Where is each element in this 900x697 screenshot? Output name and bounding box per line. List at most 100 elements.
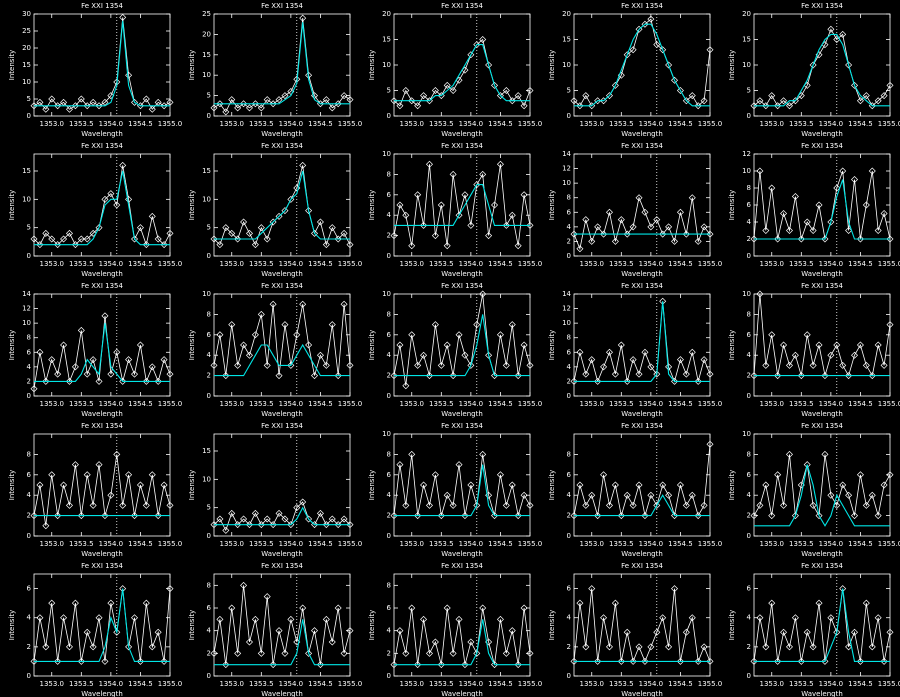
x-tick-label: 1353.5 <box>609 260 634 268</box>
y-tick-label: 0 <box>567 532 571 540</box>
data-point <box>467 481 475 489</box>
x-axis-label: Wavelength <box>801 270 843 278</box>
data-point <box>665 491 673 499</box>
panel-title: Fe XXI 1354 <box>261 2 303 10</box>
data-point <box>77 326 85 334</box>
y-axis-label: Intensity <box>8 330 16 360</box>
plot-frame <box>573 293 711 397</box>
x-tick-label: 1353.0 <box>579 400 604 408</box>
data-point <box>340 92 348 100</box>
data-point <box>862 361 870 369</box>
panel-title: Fe XXI 1354 <box>441 282 483 290</box>
fit-line <box>214 506 350 526</box>
data-point <box>479 36 487 43</box>
panel-title: Fe XXI 1354 <box>261 422 303 430</box>
data-point <box>815 599 823 607</box>
panel: Fe XXI 1354 Wavelength Intensity 1353.0 1353… <box>548 282 722 418</box>
data-point <box>508 481 516 489</box>
x-tick-label: 1354.5 <box>848 400 873 408</box>
data-point <box>756 501 764 509</box>
data-point <box>245 351 253 359</box>
data-point <box>874 97 882 105</box>
data-point <box>479 450 487 458</box>
data-point <box>659 481 667 489</box>
data-point <box>408 604 416 612</box>
data-point <box>611 481 619 489</box>
x-tick-label: 1355.0 <box>158 540 183 548</box>
data-point <box>508 627 516 635</box>
data-point <box>77 95 85 103</box>
panel: Fe XXI 1354 Wavelength Intensity 1353.0 1353… <box>368 422 542 558</box>
fit-line <box>574 494 710 517</box>
data-point <box>71 599 79 607</box>
data-point <box>851 176 859 183</box>
y-tick-label: 10 <box>202 475 211 483</box>
data-point <box>839 30 847 38</box>
x-tick-label: 1353.5 <box>789 680 814 688</box>
data-point <box>688 92 696 100</box>
y-tick-label: 2 <box>747 512 751 520</box>
data-point <box>791 193 799 200</box>
data-point <box>414 102 422 110</box>
data-point <box>316 351 324 359</box>
data-point <box>641 512 649 520</box>
data-point <box>322 361 330 369</box>
data-point <box>641 657 649 665</box>
y-tick-label: 0 <box>387 112 391 120</box>
y-tick-label: 2 <box>27 377 31 385</box>
data-point <box>886 81 894 89</box>
data-point <box>346 361 354 369</box>
data-point <box>762 361 770 369</box>
panel-title: Fe XXI 1354 <box>621 2 663 10</box>
y-axis-label: Intensity <box>8 610 16 640</box>
data-point <box>886 235 894 243</box>
data-point <box>780 97 788 105</box>
x-tick-label: 1353.5 <box>789 260 814 268</box>
data-point <box>570 97 578 105</box>
y-axis-label: Intensity <box>188 470 196 500</box>
data-point <box>700 643 708 651</box>
data-point <box>671 512 679 520</box>
data-line <box>33 588 171 662</box>
data-point <box>125 643 133 651</box>
data-point <box>402 382 410 390</box>
data-point <box>228 509 236 517</box>
data-point <box>880 92 888 100</box>
data-point <box>635 194 643 202</box>
y-tick-label: 2 <box>207 649 211 657</box>
data-point <box>269 521 277 529</box>
data-point <box>222 224 230 232</box>
data-point <box>431 471 439 479</box>
data-point <box>210 361 218 369</box>
data-point <box>245 229 253 237</box>
x-tick-label: 1354.5 <box>488 120 513 128</box>
data-point <box>750 235 758 243</box>
x-tick-label: 1354.5 <box>668 400 693 408</box>
data-point <box>210 521 218 529</box>
y-tick-label: 6 <box>747 585 752 593</box>
x-tick-label: 1353.5 <box>429 680 454 688</box>
data-point <box>390 512 398 520</box>
y-tick-label: 10 <box>202 71 211 79</box>
data-point <box>148 643 156 651</box>
x-tick-label: 1354.0 <box>819 260 844 268</box>
x-tick-label: 1353.5 <box>789 400 814 408</box>
y-tick-label: 5 <box>207 92 211 100</box>
data-point <box>119 161 127 169</box>
data-point <box>688 194 696 202</box>
panel: Fe XXI 1354 Wavelength Intensity 1353.0 1353… <box>188 422 362 558</box>
y-tick-label: 6 <box>747 471 752 479</box>
y-tick-label: 0 <box>567 252 571 260</box>
data-point <box>467 51 475 59</box>
y-tick-label: 0 <box>27 112 31 120</box>
data-point <box>216 100 224 108</box>
data-point <box>65 229 73 237</box>
data-point <box>588 585 596 593</box>
data-point <box>671 76 679 84</box>
data-point <box>89 356 97 364</box>
data-point <box>874 512 882 520</box>
data-point <box>234 104 242 112</box>
data-point <box>414 361 422 369</box>
y-tick-label: 10 <box>22 78 31 86</box>
x-tick-label: 1353.5 <box>249 400 274 408</box>
